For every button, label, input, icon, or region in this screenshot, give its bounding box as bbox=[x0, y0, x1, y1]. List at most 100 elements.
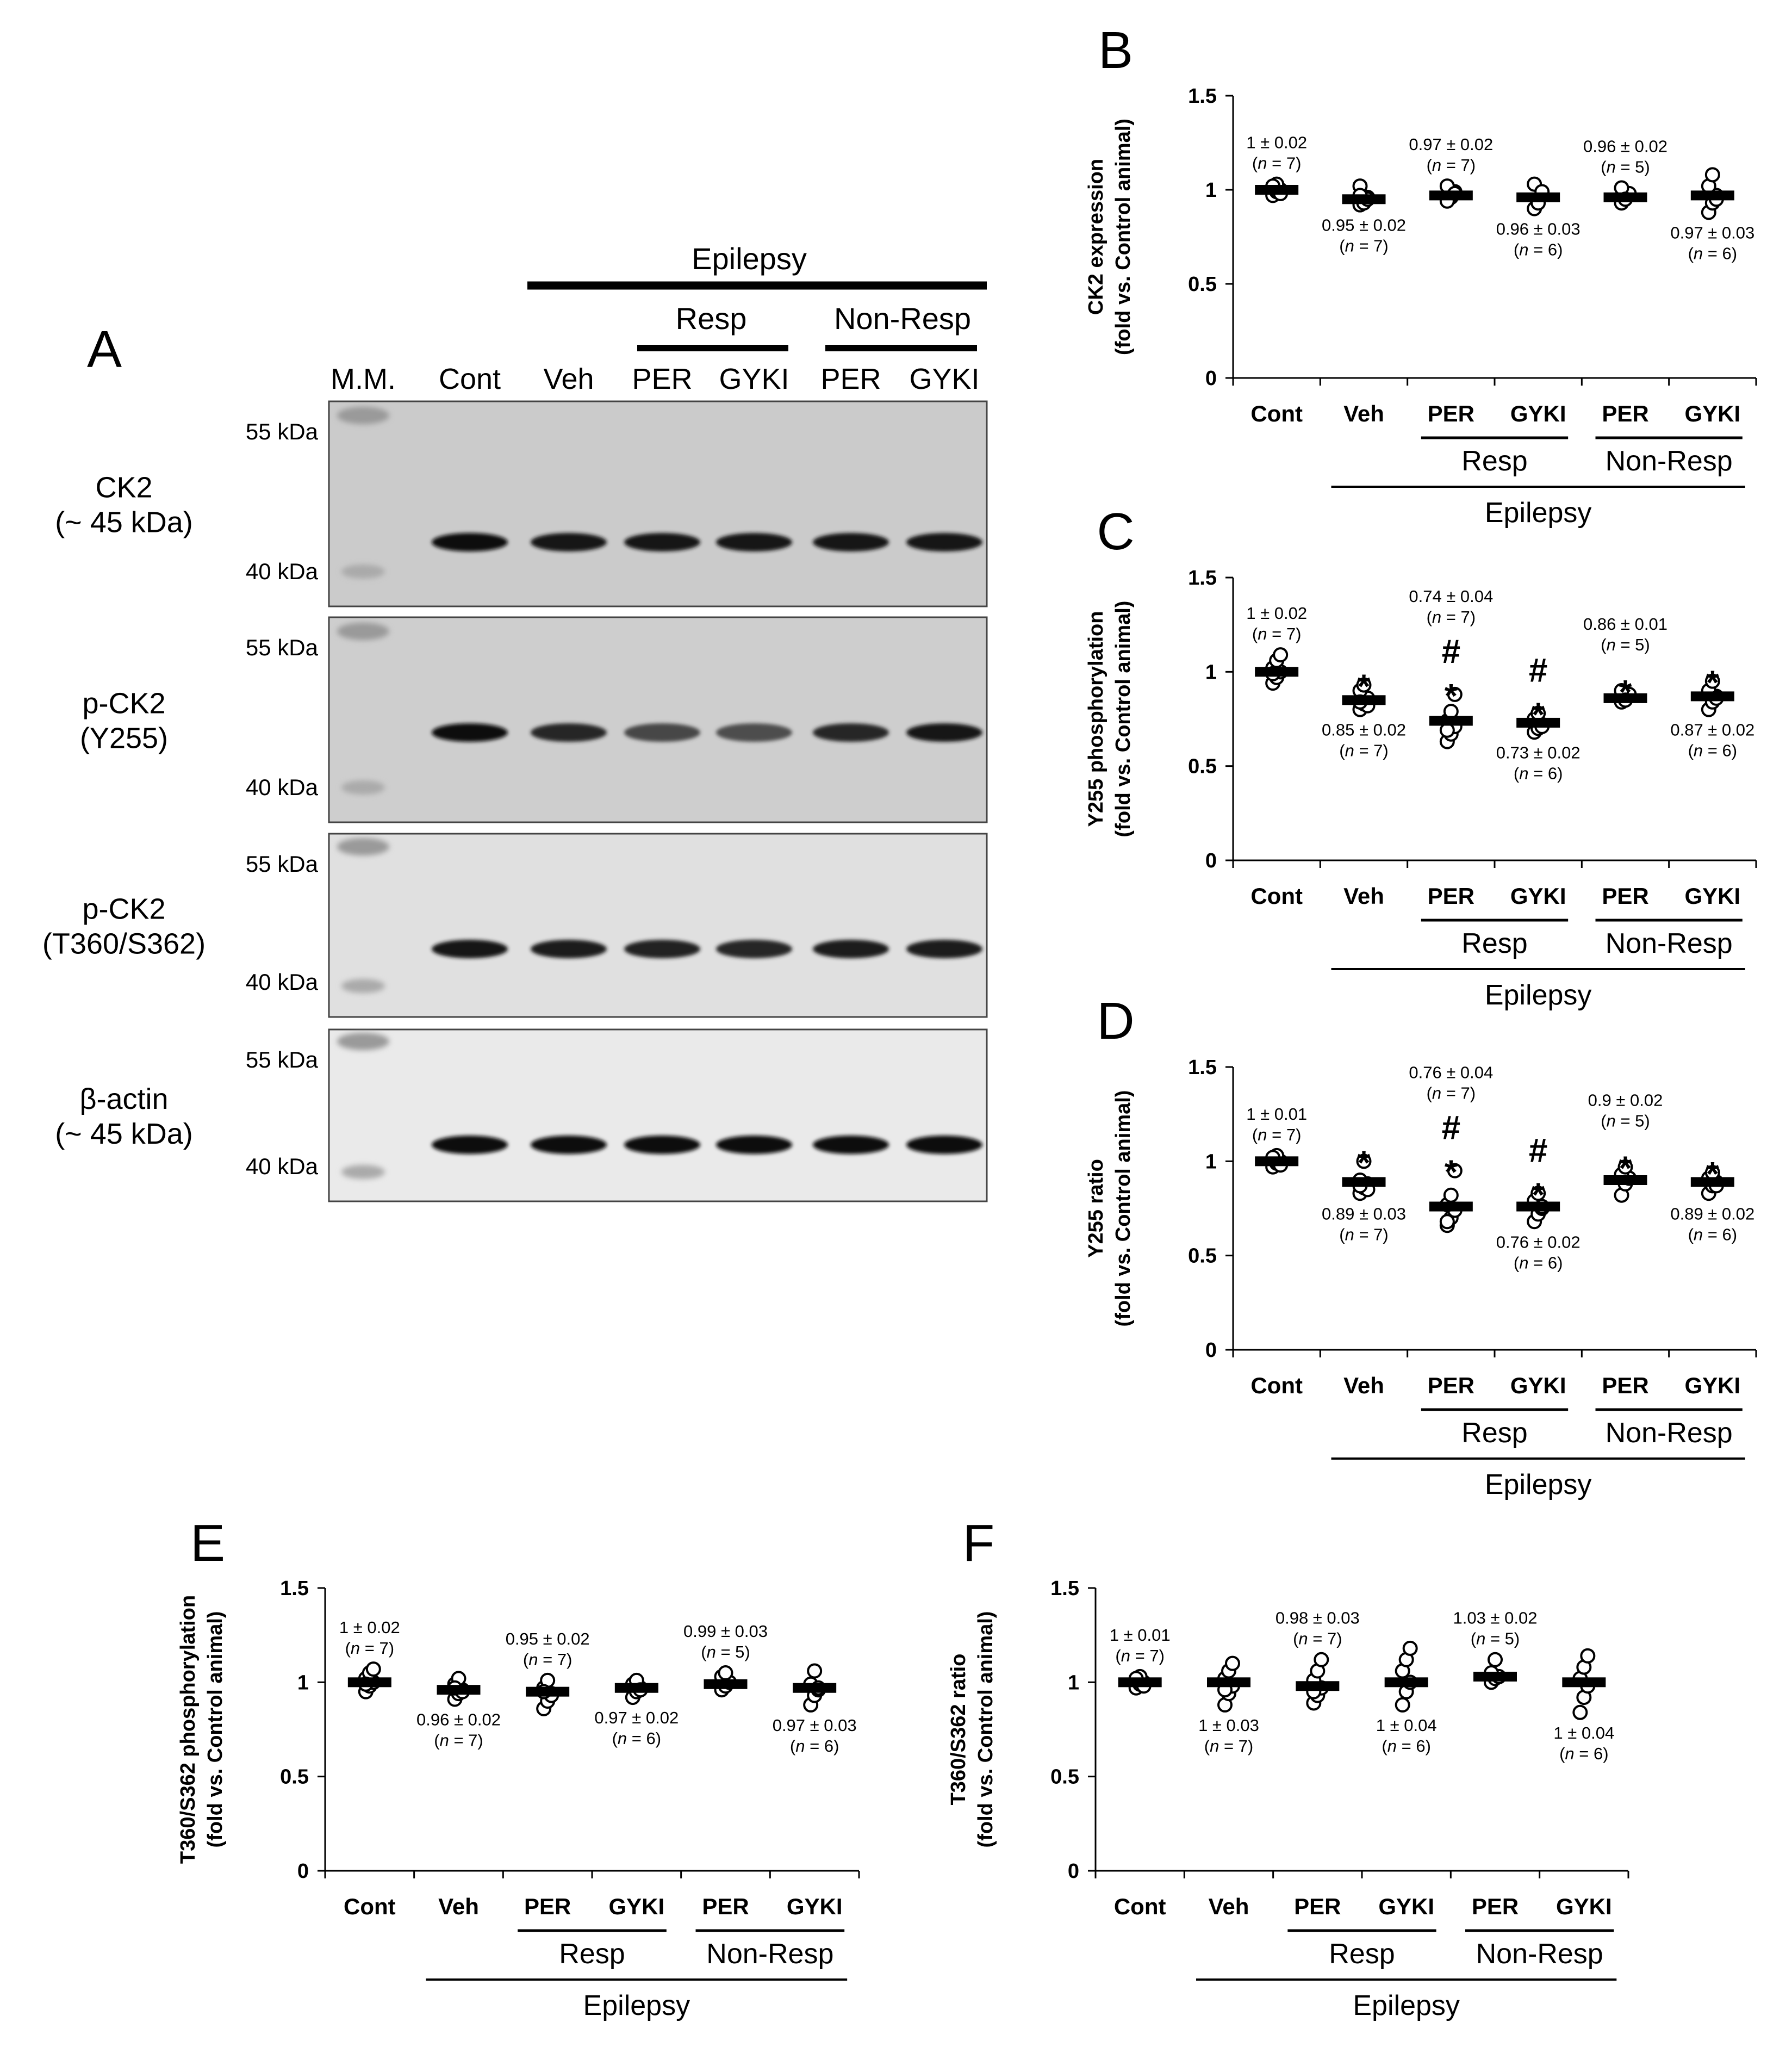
blot-membrane bbox=[328, 1028, 988, 1202]
protein-band bbox=[432, 723, 508, 742]
protein-band bbox=[906, 940, 982, 958]
y-tick-label: 0 bbox=[297, 1860, 309, 1883]
protein-band bbox=[432, 940, 508, 958]
y-tick-label: 0 bbox=[1205, 849, 1217, 872]
resp-group-label: Resp bbox=[1329, 1938, 1395, 1970]
panel-letter-a: A bbox=[87, 320, 122, 379]
n-label: (n = 7) bbox=[523, 1650, 572, 1669]
n-symbol: n bbox=[1607, 635, 1616, 654]
n-label: (n = 6) bbox=[1688, 1225, 1737, 1244]
mean-sem-label: 0.86 ± 0.01 bbox=[1583, 615, 1667, 634]
paren: ( bbox=[1427, 156, 1433, 175]
n-symbol: n bbox=[1298, 1629, 1308, 1648]
protein-band bbox=[813, 533, 889, 551]
mean-bar bbox=[704, 1679, 748, 1689]
n-label: (n = 7) bbox=[1339, 237, 1388, 256]
lane-label: PER bbox=[820, 363, 881, 395]
panel-letter: F bbox=[963, 1514, 995, 1572]
blot-name-detail: (~ 45 kDa) bbox=[55, 506, 193, 539]
x-category-label: GYKI bbox=[1510, 401, 1566, 426]
n-label: (n = 5) bbox=[1601, 158, 1650, 177]
paren: ( bbox=[1339, 741, 1345, 760]
marker-band bbox=[337, 623, 389, 640]
n-value: = 6) bbox=[1703, 741, 1737, 760]
paren: ( bbox=[1514, 240, 1520, 259]
y-tick-label: 1.5 bbox=[280, 1577, 309, 1600]
n-label: (n = 5) bbox=[1601, 1112, 1650, 1131]
significance-asterisk: * bbox=[1357, 668, 1371, 706]
n-symbol: n bbox=[1694, 244, 1703, 263]
significance-asterisk: * bbox=[1532, 697, 1545, 734]
panel-letter: E bbox=[190, 1514, 225, 1572]
kda-marker-top: 55 kDa bbox=[246, 1047, 319, 1072]
kda-marker-bottom: 40 kDa bbox=[246, 559, 319, 584]
mean-sem-label: 1 ± 0.02 bbox=[1246, 604, 1307, 623]
y-axis-subtitle: (fold vs. Control animal) bbox=[974, 1611, 997, 1848]
n-symbol: n bbox=[1607, 158, 1616, 177]
protein-band bbox=[531, 533, 607, 551]
mean-bar bbox=[437, 1685, 481, 1695]
protein-band bbox=[432, 533, 508, 551]
protein-band bbox=[813, 1136, 889, 1154]
marker-band bbox=[337, 838, 389, 855]
protein-band bbox=[813, 723, 889, 742]
mean-bar bbox=[526, 1686, 570, 1697]
y-tick-label: 1 bbox=[1205, 661, 1217, 684]
n-label: (n = 6) bbox=[1688, 244, 1737, 263]
protein-band bbox=[531, 723, 607, 742]
mean-bar bbox=[1255, 1156, 1299, 1167]
paren: ( bbox=[1601, 158, 1607, 177]
protein-band bbox=[716, 723, 792, 742]
x-category-label: GYKI bbox=[1684, 1373, 1740, 1398]
x-category-label: Cont bbox=[1114, 1894, 1166, 1919]
mean-bar bbox=[1603, 1175, 1647, 1185]
n-symbol: n bbox=[1432, 1084, 1441, 1103]
mean-sem-label: 0.95 ± 0.02 bbox=[1322, 216, 1406, 235]
x-category-label: PER bbox=[1602, 883, 1648, 909]
n-value: = 5) bbox=[1616, 1112, 1650, 1131]
y-axis-subtitle: (fold vs. Control animal) bbox=[204, 1611, 227, 1848]
n-value: = 7) bbox=[360, 1639, 394, 1658]
n-value: = 7) bbox=[1267, 154, 1302, 173]
n-label: (n = 7) bbox=[1427, 1084, 1476, 1103]
x-category-label: GYKI bbox=[1556, 1894, 1612, 1919]
x-category-label: PER bbox=[1602, 401, 1648, 426]
blot-name-detail: (~ 45 kDa) bbox=[55, 1118, 193, 1150]
y-axis-title: T360/S362 phosphorylation bbox=[177, 1595, 200, 1864]
n-value: = 7) bbox=[1354, 237, 1389, 256]
mean-sem-label: 0.97 ± 0.03 bbox=[1670, 224, 1754, 243]
blot-2: 55 kDa 40 kDa p-CK2(Y255) bbox=[80, 616, 988, 823]
blot-name-detail: (T360/S362) bbox=[42, 928, 206, 960]
mean-sem-label: 0.76 ± 0.02 bbox=[1496, 1232, 1581, 1251]
n-value: = 6) bbox=[1397, 1736, 1431, 1756]
n-value: = 6) bbox=[1703, 244, 1737, 263]
x-category-label: PER bbox=[1428, 883, 1474, 909]
x-category-label: Cont bbox=[1250, 1373, 1303, 1398]
paren: ( bbox=[434, 1731, 440, 1750]
chart-b: B 0 0.5 1 1.5 CK2 expression (fold vs. Control… bbox=[1085, 21, 1757, 529]
western-blot-panel: A Epilepsy Resp Non-Resp M.M. Cont Veh PER GYKI P… bbox=[42, 241, 988, 1202]
protein-band bbox=[624, 1136, 700, 1154]
protein-band bbox=[716, 1136, 792, 1154]
n-label: (n = 6) bbox=[1382, 1736, 1430, 1756]
n-label: (n = 7) bbox=[1115, 1646, 1164, 1665]
marker-band bbox=[341, 979, 385, 993]
x-category-label: PER bbox=[1428, 401, 1474, 426]
n-label: (n = 5) bbox=[701, 1642, 750, 1661]
x-category-label: PER bbox=[1294, 1894, 1341, 1919]
resp-group-label: Resp bbox=[1461, 1417, 1527, 1449]
blot-membrane bbox=[328, 400, 988, 607]
non-resp-group-label: Non-Resp bbox=[706, 1938, 833, 1970]
n-value: = 7) bbox=[1130, 1646, 1165, 1665]
data-point bbox=[1402, 1640, 1418, 1656]
significance-asterisk: * bbox=[1619, 674, 1632, 711]
y-axis-title: Y255 ratio bbox=[1085, 1159, 1107, 1258]
n-symbol: n bbox=[1694, 1225, 1703, 1244]
epilepsy-group-label: Epilepsy bbox=[1485, 979, 1592, 1011]
mean-bar bbox=[1255, 185, 1299, 195]
protein-band bbox=[906, 1136, 982, 1154]
n-value: = 5) bbox=[716, 1642, 750, 1661]
x-category-label: Veh bbox=[1343, 1373, 1384, 1398]
mean-sem-label: 0.97 ± 0.03 bbox=[773, 1716, 857, 1735]
mean-bar bbox=[793, 1683, 837, 1693]
